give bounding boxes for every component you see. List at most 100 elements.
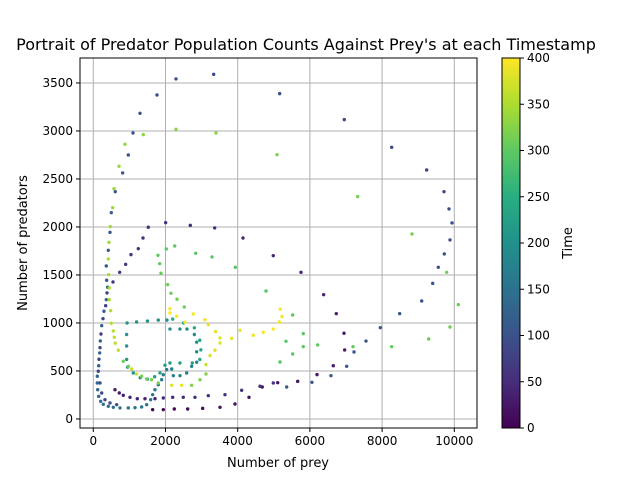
data-point [135, 397, 139, 401]
data-point [424, 168, 429, 172]
data-point [144, 377, 149, 381]
data-point [448, 325, 452, 329]
data-point [131, 371, 135, 375]
data-point [118, 406, 122, 410]
y-tick-label: 3000 [42, 124, 73, 138]
data-point [271, 253, 275, 258]
data-point [109, 321, 113, 325]
data-point [355, 194, 360, 199]
data-point [101, 316, 105, 321]
data-point [342, 348, 347, 352]
colorbar-tick-label: 350 [527, 97, 550, 111]
data-point [108, 224, 112, 229]
data-point [194, 340, 199, 344]
data-point [157, 261, 162, 266]
data-point [156, 253, 160, 257]
data-point [121, 393, 125, 397]
data-point [192, 332, 197, 337]
data-point [106, 404, 111, 409]
data-point [238, 328, 242, 332]
data-point [174, 77, 178, 81]
data-point [169, 367, 174, 371]
data-point [239, 388, 244, 392]
data-point [170, 395, 175, 399]
colorbar-tick-label: 250 [527, 190, 550, 204]
data-point [98, 339, 102, 343]
data-point [301, 331, 305, 336]
data-point [128, 395, 132, 399]
data-point [163, 363, 167, 367]
data-point [278, 360, 282, 364]
data-point [442, 252, 446, 256]
colorbar-tick-label: 50 [527, 375, 542, 389]
data-point [111, 329, 115, 333]
data-point [129, 252, 133, 257]
data-point [146, 225, 151, 229]
data-point [171, 373, 175, 378]
data-point [126, 153, 131, 157]
data-point [134, 320, 139, 324]
data-point [107, 286, 111, 290]
data-point [436, 265, 440, 269]
data-point [284, 339, 288, 344]
data-point [275, 380, 280, 385]
data-point [185, 327, 189, 331]
data-point [172, 244, 177, 248]
data-point [214, 131, 218, 135]
data-point [129, 367, 134, 371]
data-point [158, 371, 162, 375]
data-point [315, 372, 319, 377]
data-point [351, 344, 355, 349]
y-axis-ticks: 0 500 1000 1500 2000 2500 3000 3500 [42, 76, 80, 426]
data-point [168, 311, 172, 315]
data-point [181, 395, 185, 399]
data-point [334, 311, 338, 316]
colorbar-tick-label: 300 [527, 144, 550, 158]
data-point [123, 262, 128, 267]
x-tick-label: 0 [89, 434, 97, 448]
data-point [97, 357, 101, 361]
x-axis-label: Number of prey [227, 456, 329, 471]
data-point [111, 280, 115, 284]
data-point [261, 330, 265, 334]
data-point [208, 353, 212, 358]
x-tick-label: 6000 [295, 434, 326, 448]
data-point [299, 270, 303, 274]
data-point [419, 299, 424, 303]
data-point [99, 332, 103, 336]
data-point [178, 327, 182, 331]
data-point [136, 246, 141, 251]
data-point [277, 91, 282, 96]
data-point [210, 255, 214, 259]
data-point [103, 397, 107, 402]
y-tick-label: 1500 [42, 268, 73, 282]
data-point [97, 394, 101, 399]
data-point [165, 318, 169, 322]
data-point [106, 272, 111, 277]
data-point [98, 345, 102, 350]
colorbar [501, 57, 521, 429]
data-point [148, 397, 153, 402]
data-point [111, 405, 115, 409]
data-point [95, 387, 100, 392]
data-point [99, 323, 104, 328]
data-point [156, 381, 161, 385]
data-point [165, 282, 170, 287]
data-point [204, 372, 208, 376]
data-point [172, 407, 176, 411]
data-point [291, 352, 295, 356]
data-point [133, 405, 137, 410]
y-axis-label: Number of predators [16, 175, 31, 311]
data-point [389, 145, 394, 149]
data-point [124, 357, 129, 362]
data-point [168, 306, 172, 311]
colorbar-tick-label: 150 [527, 282, 550, 296]
data-point [124, 344, 129, 348]
y-tick-label: 0 [65, 412, 73, 426]
data-point [114, 402, 119, 407]
data-point [117, 270, 122, 274]
data-point [106, 257, 111, 261]
plot-frame [79, 57, 478, 429]
grid [80, 58, 477, 428]
data-point [229, 336, 234, 341]
